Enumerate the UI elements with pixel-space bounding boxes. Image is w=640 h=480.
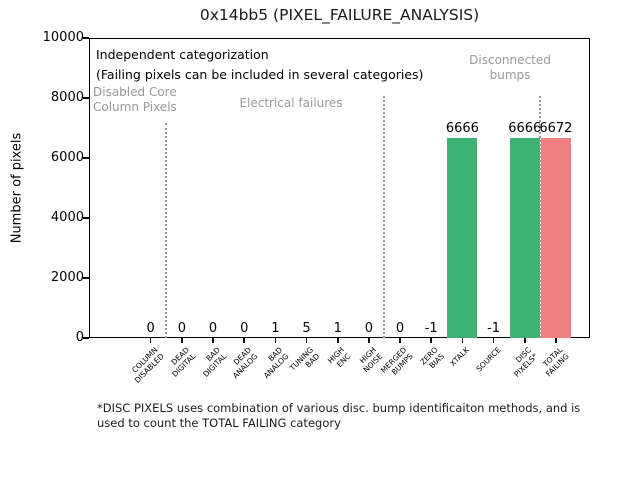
x-tick (523, 338, 526, 343)
footnote: *DISC PIXELS uses combination of various… (97, 401, 581, 430)
annotation-electrical-failures: Electrical failures (239, 96, 343, 110)
y-tick (83, 97, 89, 99)
y-tick (83, 217, 89, 219)
x-tick (181, 338, 183, 343)
bar-value-label: 6672 (539, 120, 573, 136)
x-tick-label: DISC PIXELS* (512, 345, 540, 379)
x-tick (336, 338, 339, 343)
plot-area (89, 38, 590, 338)
annotation-disabled-core-column-pixels: Disabled Core Column Pixels (93, 85, 177, 114)
y-tick-label: 6000 (50, 150, 84, 165)
bar-value-label: 0 (177, 321, 186, 336)
x-tick (368, 338, 370, 343)
bar-value-label: 0 (364, 321, 374, 336)
y-tick (83, 337, 89, 339)
y-tick-label: 0 (75, 330, 84, 345)
annotation-failing-pixels-note: (Failing pixels can be included in sever… (96, 67, 424, 82)
x-tick-label: SOURCE (473, 345, 503, 374)
x-tick (305, 338, 308, 343)
bar-value-label: 6666 (445, 121, 479, 137)
x-tick-label: TOTAL FAILING (541, 345, 571, 379)
bar-value-label: 5 (302, 320, 311, 336)
x-tick (399, 338, 401, 343)
x-tick (461, 338, 464, 343)
chart-title: 0x14bb5 (PIXEL_FAILURE_ANALYSIS) (199, 6, 480, 24)
x-tick-label: TUNING BAD (288, 345, 322, 373)
annotation-disconnected-bumps: Disconnected bumps (469, 53, 551, 82)
bar-value-label: 1 (271, 320, 280, 336)
category-separator-line (383, 96, 386, 338)
y-tick (83, 37, 89, 39)
bar (540, 137, 571, 338)
bar (509, 138, 540, 338)
y-tick-label: 8000 (50, 90, 84, 105)
x-tick (212, 338, 214, 343)
bar-value-label: -1 (487, 321, 501, 336)
x-tick-label: BAD DIGITAL (200, 345, 228, 379)
x-tick (243, 338, 245, 343)
bar-value-label: -1 (424, 321, 438, 336)
y-tick (83, 157, 89, 159)
annotation-independent-categorization: Independent categorization (96, 47, 269, 62)
x-tick (149, 338, 152, 343)
x-tick-label: DEAD DIGITAL (169, 345, 197, 379)
x-tick-label: COLUMN DISABLED (129, 345, 166, 385)
bar-value-label: 6666 (508, 121, 542, 137)
y-tick-label: 2000 (50, 270, 84, 285)
x-tick (492, 338, 495, 343)
bar-value-label: 0 (395, 321, 405, 336)
x-tick-label: MERGED BUMPS (379, 345, 415, 377)
y-tick-label: 10000 (42, 30, 84, 45)
x-tick-label: ZERO BIAS (418, 345, 446, 370)
x-tick (430, 338, 433, 343)
x-tick (274, 338, 277, 343)
x-tick-label: XTALK (448, 345, 472, 369)
bar (447, 138, 478, 338)
bar-value-label: 0 (146, 321, 155, 336)
bar-value-label: 0 (208, 321, 218, 336)
bar-value-label: 0 (240, 321, 249, 336)
x-tick-label: DEAD ANALOG (230, 345, 259, 380)
bar-value-label: 1 (333, 320, 342, 336)
category-separator-line (165, 123, 168, 338)
x-tick (555, 338, 557, 343)
x-tick-label: HIGH ENC (326, 345, 353, 369)
y-tick (83, 277, 89, 279)
y-tick-label: 4000 (50, 210, 84, 225)
x-tick-label: BAD ANALOG (261, 345, 291, 380)
category-separator-line (539, 96, 542, 338)
y-axis-label: Number of pixels (9, 132, 25, 244)
